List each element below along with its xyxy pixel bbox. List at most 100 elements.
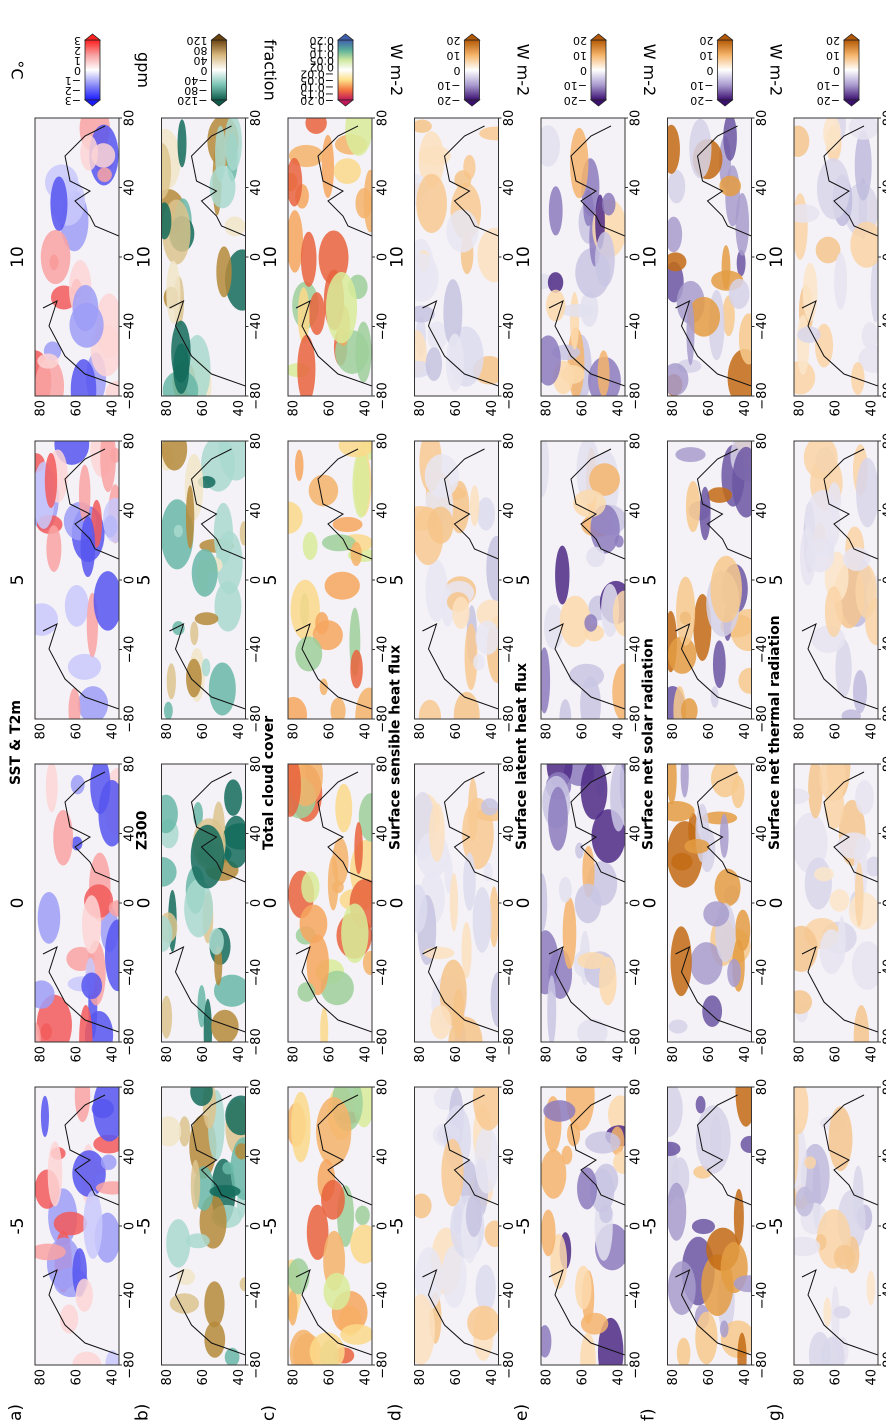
column-label: 0 <box>514 898 534 909</box>
lon-tick-label: 80 <box>882 1079 886 1096</box>
lon-tick-label: 80 <box>755 1079 770 1096</box>
anomaly-blob <box>787 204 819 223</box>
anomaly-blob <box>50 176 67 231</box>
anomaly-blob <box>561 365 585 384</box>
lat-tick-label: 60 <box>702 1369 717 1386</box>
lon-tick-label: −80 <box>249 382 264 409</box>
anomaly-blob <box>429 803 445 862</box>
lat-tick-label: 40 <box>359 1369 374 1386</box>
figure: a)SST & T2m-5806040−80−40040800806040−80… <box>0 0 886 1425</box>
lon-tick-label: −80 <box>123 1028 138 1055</box>
anomaly-blob <box>295 450 303 481</box>
anomaly-blob <box>486 536 506 601</box>
colorbar-tick-label: 10 <box>826 49 840 62</box>
anomaly-blob <box>536 125 560 167</box>
lat-tick-label: 60 <box>196 1046 211 1063</box>
column-label: -5 <box>8 1218 28 1235</box>
figure-body: a)SST & T2m-5806040−80−40040800806040−80… <box>6 34 886 1421</box>
anomaly-blob <box>715 869 741 907</box>
anomaly-blob <box>823 115 841 151</box>
anomaly-blob <box>804 1156 816 1168</box>
anomaly-blob <box>225 216 246 236</box>
colorbar-tick-label: −10 <box>564 79 587 92</box>
anomaly-blob <box>315 612 329 634</box>
lat-tick-label: 80 <box>160 1046 175 1063</box>
lat-tick-label: 80 <box>793 400 808 417</box>
anomaly-blob <box>191 1160 200 1210</box>
colorbar-tick-label: 0 <box>707 64 714 77</box>
lon-tick-label: −40 <box>376 313 391 340</box>
lon-tick-label: −80 <box>376 382 391 409</box>
anomaly-blob <box>83 1190 102 1258</box>
anomaly-blob <box>240 521 248 545</box>
lon-tick-label: 40 <box>376 502 391 519</box>
anomaly-blob <box>46 525 61 572</box>
lon-tick-label: −40 <box>249 959 264 986</box>
map-panel <box>531 741 629 1046</box>
colorbar-tick-label: −10 <box>437 79 460 92</box>
map-panel <box>30 1069 129 1379</box>
anomaly-blob <box>659 801 695 821</box>
lon-tick-label: −80 <box>629 382 644 409</box>
anomaly-blob <box>81 972 102 999</box>
row-title: Total cloud cover <box>261 716 277 850</box>
anomaly-blob <box>423 947 454 959</box>
colorbar-end <box>85 34 100 40</box>
lon-tick-label: −40 <box>882 959 886 986</box>
lat-tick-label: 80 <box>793 1046 808 1063</box>
anomaly-blob <box>225 114 242 170</box>
anomaly-blob <box>692 1219 715 1234</box>
colorbar-tick-label: −3 <box>65 94 81 107</box>
anomaly-blob <box>209 928 224 955</box>
lon-tick-label: −40 <box>249 636 264 663</box>
anomaly-blob <box>301 232 317 287</box>
lon-tick-label: −80 <box>882 705 886 732</box>
row-title: Surface net solar radiation <box>641 638 657 850</box>
lon-tick-label: −40 <box>376 959 391 986</box>
lon-tick-label: 40 <box>249 502 264 519</box>
lon-tick-label: −40 <box>376 1282 391 1309</box>
anomaly-blob <box>192 549 218 597</box>
anomaly-blob <box>46 761 58 812</box>
map-panel <box>659 750 752 1042</box>
colorbar-end <box>465 34 480 40</box>
anomaly-blob <box>355 1206 370 1226</box>
column-label: 5 <box>261 575 281 586</box>
lon-tick-label: −80 <box>249 1028 264 1055</box>
lat-tick-label: 80 <box>666 1046 681 1063</box>
anomaly-blob <box>797 315 810 375</box>
column-label: 10 <box>135 246 155 268</box>
colorbar-tick-label: 20 <box>700 34 714 47</box>
colorbar-tick-label: −10 <box>690 79 713 92</box>
anomaly-blob <box>352 450 369 517</box>
anomaly-blob <box>216 246 231 297</box>
anomaly-blob <box>479 127 513 141</box>
column-label: 5 <box>388 575 408 586</box>
row-title: Surface latent heat flux <box>514 663 530 850</box>
anomaly-blob <box>94 571 122 630</box>
lon-tick-label: 40 <box>629 1148 644 1165</box>
anomaly-blob <box>570 292 579 350</box>
anomaly-blob <box>211 1010 239 1044</box>
lat-tick-label: 80 <box>160 1369 175 1386</box>
anomaly-blob <box>566 1059 595 1131</box>
anomaly-blob <box>686 300 694 365</box>
lat-tick-label: 40 <box>612 400 627 417</box>
anomaly-blob <box>467 1306 499 1341</box>
anomaly-blob <box>355 188 372 218</box>
anomaly-blob <box>209 662 236 715</box>
lon-tick-label: −40 <box>882 313 886 340</box>
anomaly-blob <box>339 434 374 457</box>
lat-tick-label: 60 <box>702 1046 717 1063</box>
anomaly-blob <box>404 253 439 302</box>
colorbar-tick-label: 20 <box>447 34 461 47</box>
lat-tick-label: 40 <box>738 1369 753 1386</box>
anomaly-blob <box>569 664 604 688</box>
anomaly-blob <box>735 193 749 256</box>
map-panel <box>794 436 886 722</box>
anomaly-blob <box>599 957 617 1006</box>
anomaly-blob <box>548 787 568 851</box>
anomaly-blob <box>156 1116 181 1146</box>
anomaly-blob <box>412 120 432 133</box>
map-panel <box>652 1057 763 1383</box>
